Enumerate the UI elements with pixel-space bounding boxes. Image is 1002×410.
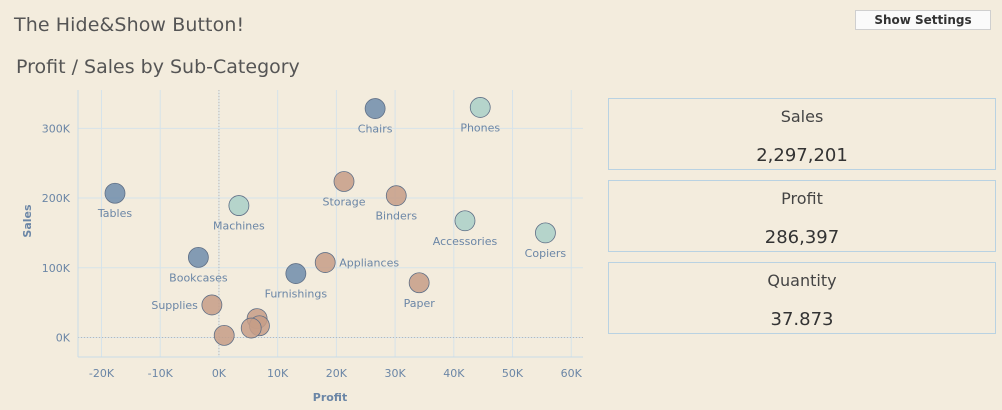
y-axis-title: Sales — [21, 204, 34, 238]
x-tick-label: 50K — [502, 367, 524, 380]
kpi-card-sales: Sales 2,297,201 — [608, 98, 996, 170]
data-point — [333, 171, 355, 192]
page-title: The Hide&Show Button! — [14, 14, 245, 36]
marks-layer: Tables Chairs Phones Machines Storage Binders… — [97, 97, 567, 346]
y-tick-label: 100K — [42, 262, 71, 275]
x-tick-label: -10K — [148, 367, 174, 380]
kpi-value-profit: 286,397 — [764, 227, 840, 248]
show-settings-button[interactable]: Show Settings — [855, 10, 991, 30]
grid-layer — [78, 90, 583, 357]
kpi-card-profit: Profit 286,397 — [608, 180, 996, 252]
data-label: Appliances — [339, 257, 399, 270]
data-label: Storage — [322, 195, 365, 208]
y-tick-label: 300K — [42, 122, 71, 135]
axis-layer: Profit Sales -20K -10K 0K 10K 20K 30K 40K 50K 60… — [21, 90, 583, 404]
data-label: Bookcases — [169, 271, 228, 284]
data-label: Furnishings — [265, 288, 328, 301]
x-axis-title: Profit — [313, 391, 347, 404]
data-point — [228, 195, 250, 216]
x-tick-label: 30K — [384, 367, 406, 380]
data-label: Copiers — [525, 247, 567, 260]
data-point — [213, 324, 235, 346]
kpi-label-sales: Sales — [780, 107, 824, 126]
kpi-value-quantity: 37.873 — [770, 309, 834, 330]
data-point — [454, 210, 476, 232]
data-label: Binders — [375, 210, 417, 223]
x-tick-label: 20K — [326, 367, 348, 380]
data-point — [469, 97, 491, 118]
kpi-card-quantity: Quantity 37.873 — [608, 262, 996, 334]
data-point — [535, 222, 556, 244]
data-point — [285, 263, 307, 284]
data-label: Paper — [404, 297, 436, 310]
x-tick-label: -20K — [89, 367, 115, 380]
y-tick-label: 200K — [42, 192, 71, 205]
kpi-label-quantity: Quantity — [767, 271, 837, 290]
kpi-value-sales: 2,297,201 — [756, 145, 848, 166]
data-point — [187, 246, 209, 268]
data-label: Machines — [213, 220, 265, 233]
data-label: Chairs — [358, 123, 393, 136]
data-point — [201, 294, 223, 316]
x-tick-label: 10K — [267, 367, 289, 380]
scatter-plot: Profit Sales -20K -10K 0K 10K 20K 30K 40K 50K 60… — [21, 90, 583, 404]
data-point — [240, 317, 262, 339]
chart-title: Profit / Sales by Sub-Category — [16, 56, 300, 78]
x-tick-label: 60K — [561, 367, 583, 380]
data-point — [408, 272, 430, 294]
data-label: Phones — [460, 121, 500, 134]
kpi-label-profit: Profit — [781, 189, 823, 208]
data-point — [104, 182, 126, 204]
data-point — [314, 252, 336, 273]
data-label: Accessories — [433, 235, 498, 248]
data-point — [385, 185, 407, 207]
x-tick-label: 0K — [212, 367, 227, 380]
y-tick-label: 0K — [56, 331, 71, 344]
data-label: Supplies — [151, 299, 198, 312]
x-tick-label: 40K — [443, 367, 465, 380]
data-point — [364, 98, 386, 119]
data-label: Tables — [97, 207, 132, 220]
